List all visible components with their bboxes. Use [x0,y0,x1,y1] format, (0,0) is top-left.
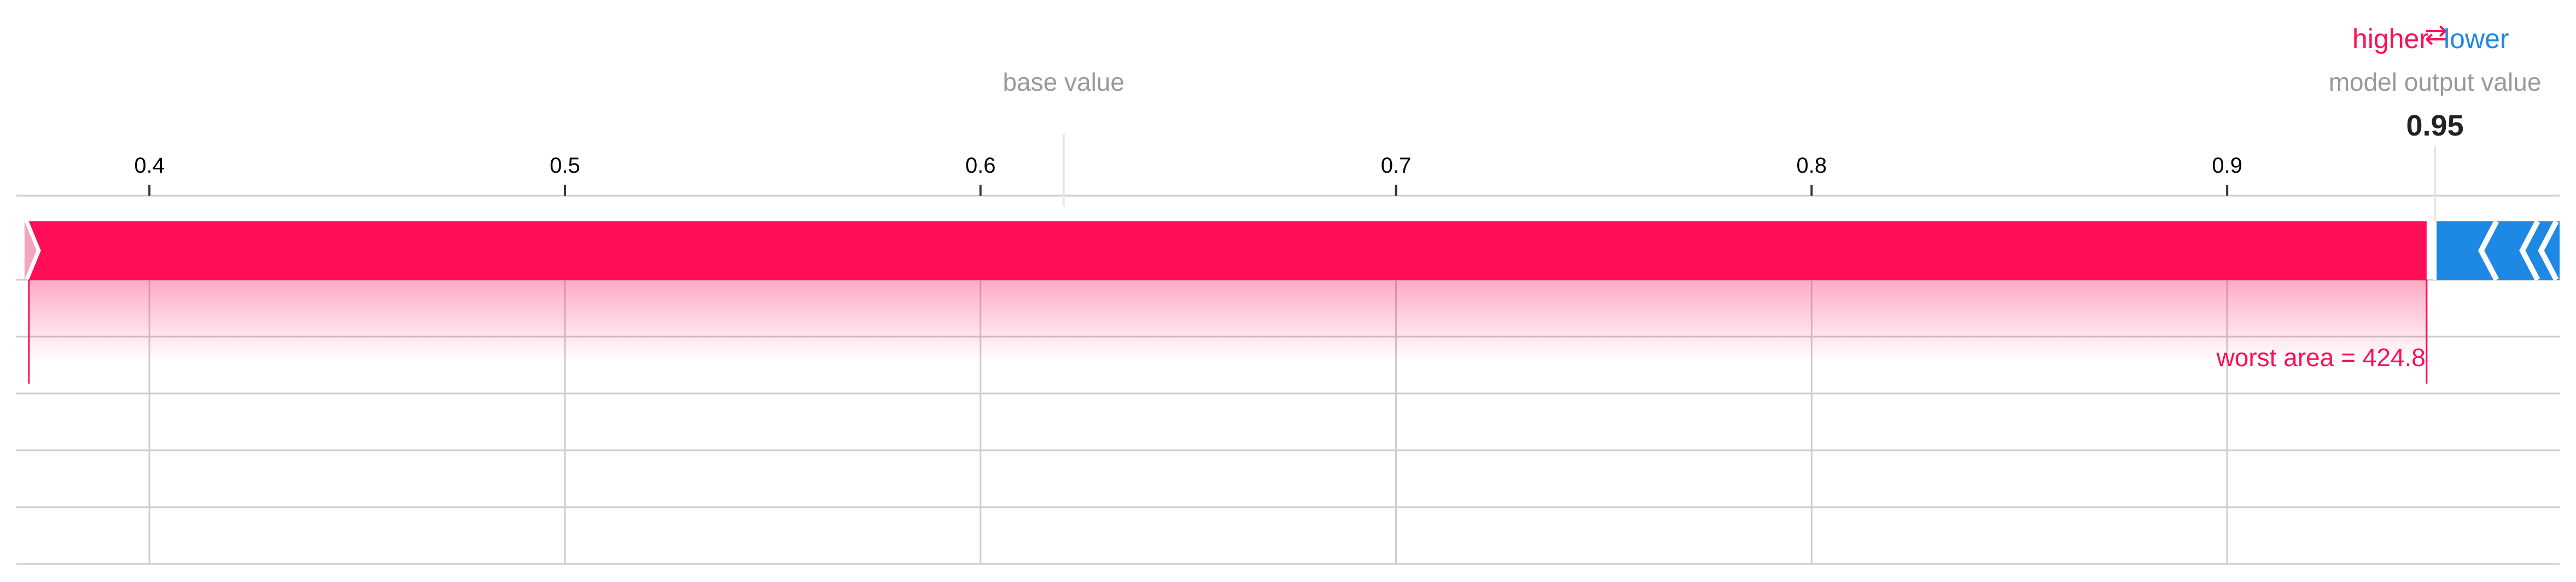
legend: higher ⇄ lower [2352,19,2509,54]
x-axis: 0.4 0.5 0.6 0.7 0.8 0.9 [134,154,2242,196]
x-tick-label: 0.5 [550,154,580,178]
chevron-left-icon [2478,220,2499,281]
segment-tip [24,221,37,280]
feature-label: worst area = 424.8 [2216,343,2426,372]
x-tick-label: 0.9 [2212,154,2242,178]
chevron-left-icon [2519,220,2540,281]
chevron-left-icon [2538,220,2559,281]
segment-shadow [28,280,2427,362]
model-output-label: model output value [2329,68,2542,96]
segment-higher [28,221,2427,280]
model-output-value: 0.95 [2406,109,2464,142]
x-tick-label: 0.7 [1381,154,1412,178]
legend-lower-label: lower [2444,23,2509,54]
x-tick-label: 0.4 [134,154,165,178]
force-bars: worst area = 424.8 [24,146,2560,384]
swap-arrow-icon: ⇄ [2425,19,2447,50]
base-value-label: base value [1003,68,1124,96]
x-tick-label: 0.8 [1797,154,1827,178]
legend-higher-label: higher [2352,23,2428,54]
x-tick-label: 0.6 [965,154,996,178]
